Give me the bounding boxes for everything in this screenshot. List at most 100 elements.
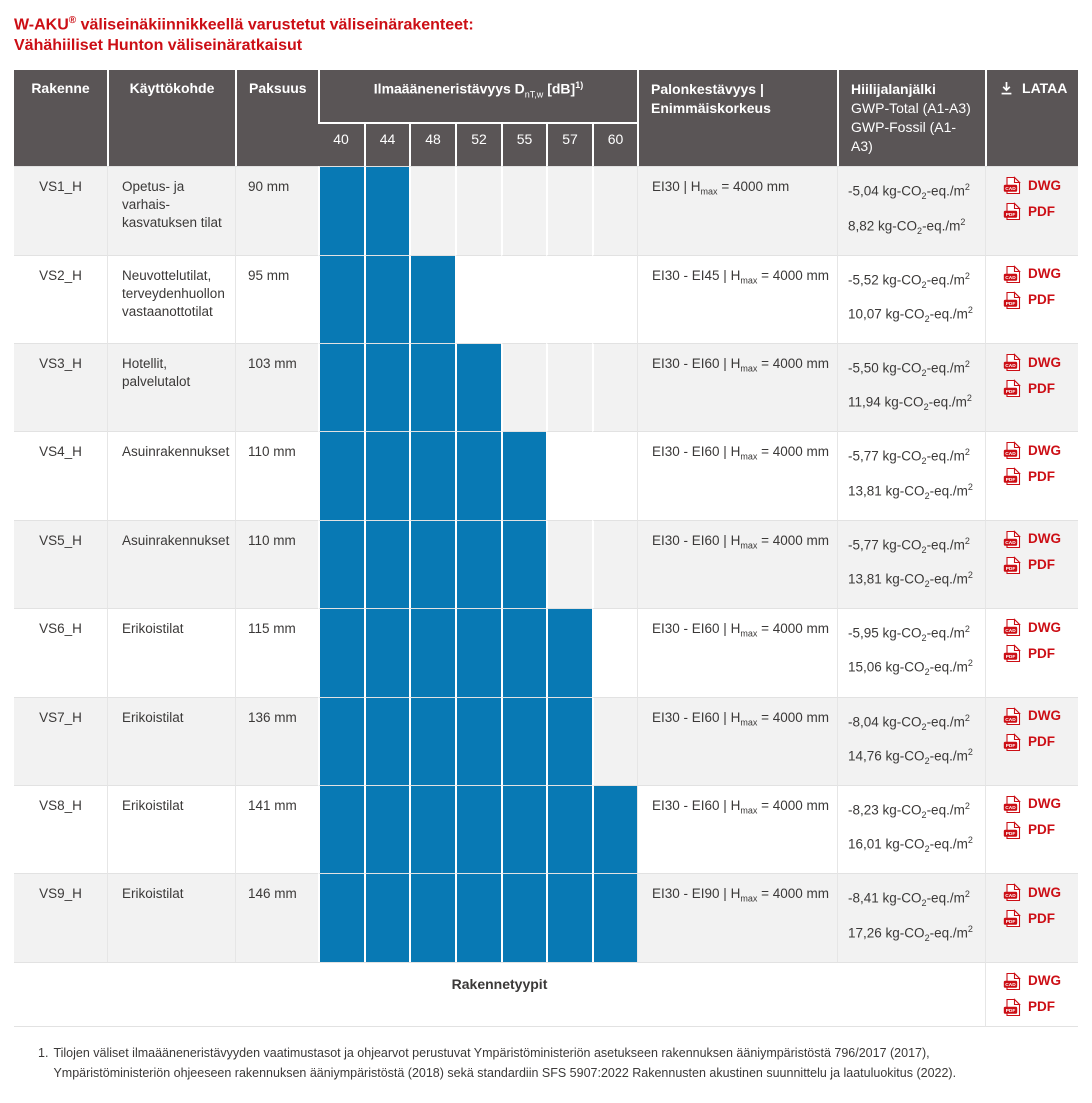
dwg-download-link[interactable]: CAD DWG xyxy=(1003,530,1061,549)
dwg-download-link[interactable]: CAD DWG xyxy=(1003,176,1061,195)
thickness: 110 mm xyxy=(235,431,318,520)
dwg-download-link[interactable]: CAD DWG xyxy=(1003,618,1061,637)
pdf-download-link[interactable]: PDF PDF xyxy=(1003,556,1061,575)
cad-icon-label: CAD xyxy=(1005,717,1016,723)
db-cell-44 xyxy=(364,431,409,520)
pdf-download-link[interactable]: PDF PDF xyxy=(1003,997,1061,1017)
table-row: VS7_H Erikoistilat 136 mm EI30 - EI60 | … xyxy=(14,696,1079,785)
dwg-download-link[interactable]: CAD DWG xyxy=(1003,441,1061,460)
structure-id: VS6_H xyxy=(14,608,107,696)
download-cell: CAD DWG PDF PDF xyxy=(985,784,1079,874)
db-cell-44 xyxy=(364,608,409,697)
thickness: 115 mm xyxy=(235,608,318,697)
use-case: Asuinrakennukset xyxy=(107,431,235,520)
pdf-download-link[interactable]: PDF PDF xyxy=(1003,644,1061,663)
gwp-fossil-value: 10,07 kg-CO2-eq./m2 xyxy=(848,304,973,325)
db-cell-60 xyxy=(592,873,638,962)
cad-icon-label: CAD xyxy=(1005,628,1016,634)
db-cell-40 xyxy=(318,873,364,962)
download-cell: CAD DWG PDF PDF xyxy=(985,254,1079,344)
dwg-download-link[interactable]: CAD DWG xyxy=(1003,795,1061,814)
pdf-download-link[interactable]: PDF PDF xyxy=(1003,909,1061,928)
db-cell-48 xyxy=(409,608,455,697)
db-symbol-subscript: nT,w xyxy=(524,89,544,100)
footnote: 1. Tilojen väliset ilmaääneneristävyyden… xyxy=(38,1043,1078,1083)
structure-id: VS1_H xyxy=(14,166,107,254)
carbon-footprint: -8,41 kg-CO2-eq./m2 17,26 kg-CO2-eq./m2 xyxy=(837,873,986,962)
db-cell-40 xyxy=(318,166,364,255)
db-cell-55 xyxy=(501,696,546,785)
db-cell-57 xyxy=(546,873,592,962)
pdf-download-link[interactable]: PDF PDF xyxy=(1003,290,1061,310)
gwp-total-value: -5,52 kg-CO2-eq./m2 xyxy=(848,270,970,290)
dwg-download-link[interactable]: CAD DWG xyxy=(1003,706,1061,726)
db-cell-40 xyxy=(318,784,364,874)
pdf-link-label: PDF xyxy=(1028,645,1056,661)
db-cell-57 xyxy=(546,254,592,344)
db-symbol: D xyxy=(514,80,525,97)
db-cell-48 xyxy=(409,431,455,520)
thickness: 103 mm xyxy=(235,343,318,432)
pdf-link-label: PDF xyxy=(1028,557,1056,573)
db-cell-48 xyxy=(409,254,455,344)
db-cell-40 xyxy=(318,608,364,697)
db-cell-52 xyxy=(455,254,501,344)
pdf-file-icon: PDF xyxy=(1003,821,1021,840)
cad-icon-label: CAD xyxy=(1005,275,1016,281)
db-level-44: 44 xyxy=(364,121,409,167)
db-cell-48 xyxy=(409,343,455,432)
thickness: 146 mm xyxy=(235,873,318,962)
pdf-link-label: PDF xyxy=(1028,734,1056,750)
pdf-file-icon: PDF xyxy=(1003,290,1021,310)
dwg-download-link[interactable]: CAD DWG xyxy=(1003,883,1061,902)
db-cell-60 xyxy=(592,696,638,785)
dwg-link-label: DWG xyxy=(1028,973,1062,989)
structure-id: VS3_H xyxy=(14,343,107,431)
pdf-icon-label: PDF xyxy=(1006,654,1016,660)
table-row: VS6_H Erikoistilat 115 mm EI30 - EI60 | … xyxy=(14,608,1079,697)
dwg-download-link[interactable]: CAD DWG xyxy=(1003,971,1062,991)
gwp-fossil-value: 13,81 kg-CO2-eq./m2 xyxy=(848,481,973,501)
db-cell-44 xyxy=(364,784,409,874)
pdf-icon-label: PDF xyxy=(1006,919,1016,925)
db-level-40: 40 xyxy=(318,121,364,167)
db-cell-60 xyxy=(592,343,638,432)
cad-icon-label: CAD xyxy=(1005,452,1016,458)
table-row: VS5_H Asuinrakennukset 110 mm EI30 - EI6… xyxy=(14,519,1079,609)
pdf-file-icon: PDF xyxy=(1003,556,1021,575)
db-cell-55 xyxy=(501,519,546,609)
pdf-download-link[interactable]: PDF PDF xyxy=(1003,467,1061,486)
cad-file-icon: CAD xyxy=(1003,353,1021,372)
cad-file-icon: CAD xyxy=(1003,530,1021,549)
pdf-download-link[interactable]: PDF PDF xyxy=(1003,202,1061,221)
db-footnote-ref: 1) xyxy=(575,80,584,91)
db-cell-55 xyxy=(501,784,546,874)
dwg-download-link[interactable]: CAD DWG xyxy=(1003,353,1061,372)
carbon-footprint: -5,04 kg-CO2-eq./m2 8,82 kg-CO2-eq./m2 xyxy=(837,166,986,255)
page-title: W-AKU® väliseinäkiinnikkeellä varustetut… xyxy=(14,10,1078,56)
db-level-60: 60 xyxy=(592,121,638,167)
gwp-total-value: -5,04 kg-CO2-eq./m2 xyxy=(848,182,970,202)
db-cell-55 xyxy=(501,254,546,344)
footer-row: Rakennetyypit CAD DWG PDF xyxy=(14,961,1079,1027)
db-cell-48 xyxy=(409,166,455,255)
cad-file-icon: CAD xyxy=(1003,264,1021,284)
dwg-download-link[interactable]: CAD DWG xyxy=(1003,264,1061,284)
thickness: 136 mm xyxy=(235,696,318,785)
pdf-link-label: PDF xyxy=(1028,999,1056,1015)
header-carbon-footprint: Hiilijalanjälki GWP-Total (A1-A3) GWP-Fo… xyxy=(837,70,986,167)
table-row: VS9_H Erikoistilat 146 mm EI30 - EI90 | … xyxy=(14,873,1079,962)
table-row: VS4_H Asuinrakennukset 110 mm EI30 - EI6… xyxy=(14,431,1079,520)
pdf-icon-label: PDF xyxy=(1006,389,1016,395)
pdf-download-link[interactable]: PDF PDF xyxy=(1003,732,1061,752)
db-cell-57 xyxy=(546,519,592,609)
db-cell-60 xyxy=(592,431,638,520)
pdf-icon-label: PDF xyxy=(1006,301,1016,307)
title-line1-rest: väliseinäkiinnikkeellä varustetut välise… xyxy=(76,16,474,34)
fire-resistance-max-height: EI30 - EI90 | Hmax = 4000 mm xyxy=(637,873,838,962)
pdf-download-link[interactable]: PDF PDF xyxy=(1003,379,1061,398)
db-levels-row: 40 44 48 52 55 57 60 xyxy=(14,121,1078,167)
fire-resistance-max-height: EI30 - EI45 | Hmax = 4000 mm xyxy=(637,254,838,344)
pdf-download-link[interactable]: PDF PDF xyxy=(1003,821,1061,840)
db-cell-52 xyxy=(455,784,501,874)
